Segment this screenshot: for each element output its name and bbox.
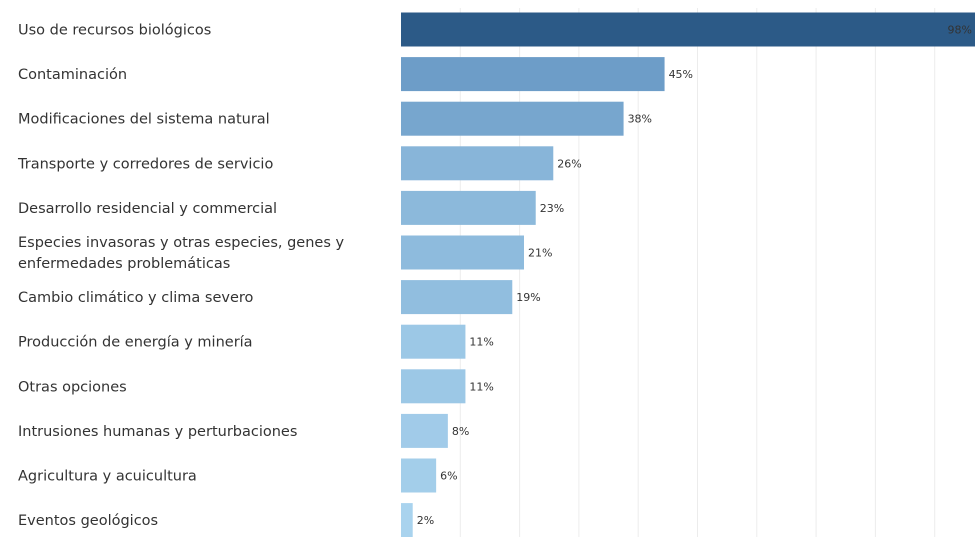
bar <box>401 146 554 181</box>
value-labels: 98% 45% 38% 26% 23% 21% 19% 11% 11% 8% 6% 2% <box>417 24 972 528</box>
bar <box>401 369 466 404</box>
value-label: 38% <box>628 113 652 126</box>
category-label-line: Modificaciones del sistema natural <box>18 112 270 128</box>
category-label-line: Otras opciones <box>18 379 127 395</box>
category-label: Uso de recursos biológicos <box>18 23 211 39</box>
value-label: 11% <box>469 380 493 393</box>
grid-lines <box>459 8 936 537</box>
value-label: 6% <box>440 470 457 483</box>
value-label: 26% <box>557 157 581 170</box>
category-label-line: Desarrollo residencial y commercial <box>18 201 277 217</box>
category-label: Especies invasoras y otras especies, gen… <box>18 235 344 272</box>
category-label: Modificaciones del sistema natural <box>18 112 270 128</box>
bar <box>401 12 975 47</box>
category-label: Intrusiones humanas y perturbaciones <box>18 424 297 440</box>
category-label: Cambio climático y clima severo <box>18 290 254 306</box>
value-label: 2% <box>417 514 434 527</box>
category-label-line: Contaminación <box>18 67 127 83</box>
value-label: 21% <box>528 247 552 260</box>
bar <box>401 101 624 136</box>
value-label: 19% <box>516 291 540 304</box>
category-label-line: Especies invasoras y otras especies, gen… <box>18 235 344 251</box>
category-label-line: Transporte y corredores de servicio <box>17 156 273 172</box>
bar <box>401 458 437 493</box>
category-label-line: Uso de recursos biológicos <box>18 23 211 39</box>
bar <box>401 190 536 225</box>
value-label: 45% <box>669 68 693 81</box>
bar <box>401 503 413 537</box>
category-label-line: Cambio climático y clima severo <box>18 290 254 306</box>
category-label: Producción de energía y minería <box>18 335 253 351</box>
category-label: Eventos geológicos <box>18 513 158 529</box>
bar <box>401 324 466 359</box>
category-label-line: Eventos geológicos <box>18 513 158 529</box>
category-label-line: Producción de energía y minería <box>18 335 253 351</box>
category-label-line: Agricultura y acuicultura <box>18 469 197 485</box>
bar <box>401 57 665 92</box>
category-label-line: Intrusiones humanas y perturbaciones <box>18 424 297 440</box>
value-label: 23% <box>540 202 564 215</box>
value-label: 98% <box>948 24 972 37</box>
bar <box>401 413 448 448</box>
category-label-line: enfermedades problemáticas <box>18 256 230 272</box>
bar <box>401 235 524 270</box>
category-label: Otras opciones <box>18 379 127 395</box>
category-label: Agricultura y acuicultura <box>18 469 197 485</box>
category-label: Transporte y corredores de servicio <box>17 156 273 172</box>
category-labels: Uso de recursos biológicos Contaminación M… <box>17 23 344 530</box>
value-label: 8% <box>452 425 469 438</box>
value-label: 11% <box>469 336 493 349</box>
bars <box>401 12 975 537</box>
bar <box>401 280 513 315</box>
category-label: Contaminación <box>18 67 127 83</box>
category-label: Desarrollo residencial y commercial <box>18 201 277 217</box>
